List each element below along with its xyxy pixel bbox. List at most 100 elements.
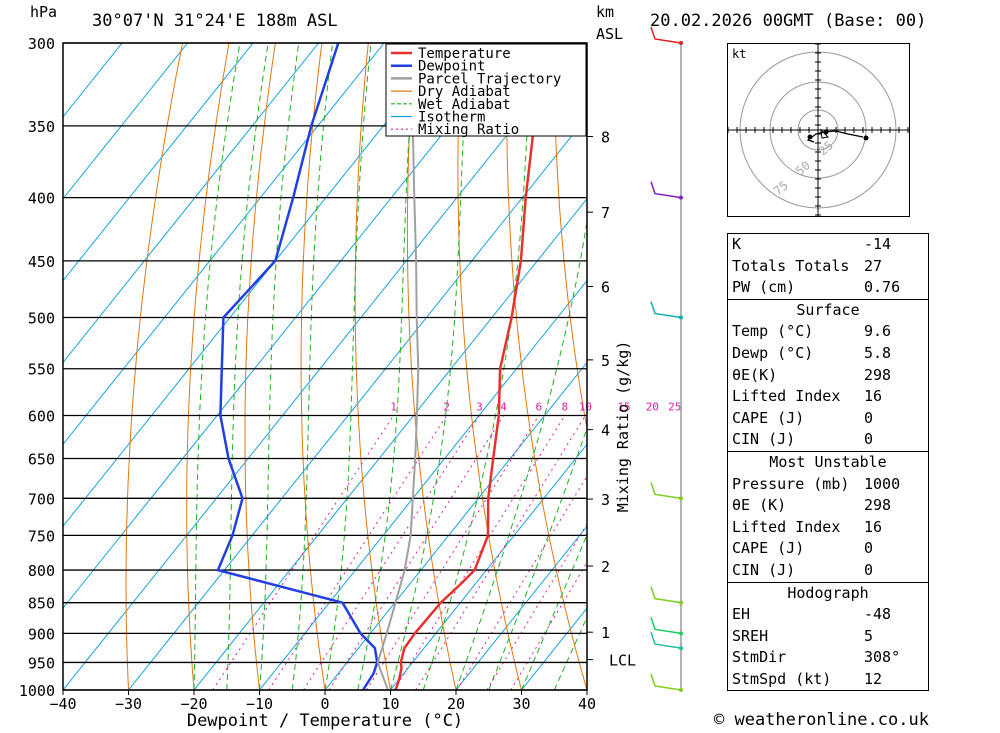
pressure-label: 600 bbox=[28, 407, 55, 425]
dry-adiabat-line bbox=[553, 43, 587, 432]
isotherm-line bbox=[63, 43, 254, 282]
height-label: 5 bbox=[601, 352, 610, 370]
wind-barb-icon bbox=[650, 181, 682, 199]
pressure-label: 450 bbox=[28, 253, 55, 271]
hodo-ring-label-75: 75 bbox=[771, 178, 791, 198]
wet-adiabat-line bbox=[553, 615, 587, 690]
mixing-ratio-line bbox=[328, 415, 505, 690]
isotherm-line bbox=[324, 361, 587, 690]
wind-barb-icon bbox=[650, 617, 682, 635]
pressure-label: 1000 bbox=[19, 682, 55, 700]
index-row: Totals Totals 27 bbox=[732, 256, 883, 275]
dry-adiabat-line bbox=[125, 43, 184, 690]
index-row: PW (cm) 0.76 bbox=[732, 278, 901, 297]
profile-lines bbox=[216, 43, 553, 690]
wind-staff bbox=[650, 26, 683, 692]
mixing-ratio-label: 15 bbox=[617, 400, 630, 413]
height-label: LCL bbox=[609, 652, 636, 670]
index-row: CAPE (J) 0 bbox=[732, 408, 874, 427]
section-title: Hodograph bbox=[787, 583, 869, 602]
isotherm-line bbox=[390, 443, 587, 690]
mixing-ratio-line bbox=[510, 561, 587, 690]
isotherm-line bbox=[63, 43, 319, 364]
parcel-trajectory-line bbox=[376, 43, 420, 690]
legend-label: Dry Adiabat bbox=[418, 84, 511, 100]
mixing-ratio-line bbox=[365, 415, 540, 690]
pressure-label: 750 bbox=[28, 527, 55, 545]
index-row: CAPE (J) 0 bbox=[732, 539, 874, 558]
pressure-unit: hPa bbox=[30, 3, 58, 21]
dry-adiabat-line bbox=[926, 43, 1000, 690]
legend-label: Temperature bbox=[418, 46, 511, 62]
pressure-label: 350 bbox=[28, 118, 55, 136]
mixing-ratio-label: 3 bbox=[476, 400, 483, 413]
index-row: StmSpd (kt) 12 bbox=[732, 669, 883, 688]
x-tick-label: −20 bbox=[180, 695, 207, 713]
legend-label: Parcel Trajectory bbox=[418, 71, 561, 87]
height-label: 2 bbox=[601, 558, 610, 576]
x-axis-label: Dewpoint / Temperature (°C) bbox=[187, 711, 463, 731]
pressure-label: 850 bbox=[28, 595, 55, 613]
dry-adiabat-line bbox=[972, 43, 1000, 690]
indices-panel: K -14 Totals Totals 27 PW (cm) 0.76 Surface… bbox=[727, 233, 929, 692]
index-row: EH -48 bbox=[732, 605, 892, 624]
index-row: Lifted Index 16 bbox=[732, 387, 883, 406]
mixing-ratio-label: 1 bbox=[390, 400, 397, 413]
dewpoint-line bbox=[216, 43, 379, 690]
height-axis: 8 7 6 5 4 3 2 1 LCL bbox=[587, 128, 636, 670]
wind-barb-icon bbox=[650, 673, 682, 691]
index-row: Temp (°C) 9.6 bbox=[732, 322, 892, 341]
mixing-ratio-axis-label: Mixing Ratio (g/kg) bbox=[614, 341, 632, 513]
pressure-label: 550 bbox=[28, 361, 55, 379]
pressure-label: 650 bbox=[28, 451, 55, 469]
isotherm-line bbox=[63, 43, 516, 609]
height-label: 4 bbox=[601, 422, 610, 440]
mixing-ratio-label: 20 bbox=[646, 400, 659, 413]
pressure-label: 400 bbox=[28, 190, 55, 208]
pressure-label: 300 bbox=[28, 35, 55, 53]
plot-frame bbox=[62, 42, 588, 691]
section-title: Surface bbox=[796, 300, 860, 319]
index-row: CIN (J) 0 bbox=[732, 430, 874, 449]
wind-barb-icon bbox=[650, 26, 682, 44]
isotherm-line bbox=[63, 43, 123, 118]
isotherm-line bbox=[128, 116, 587, 690]
copyright: © weatheronline.co.uk bbox=[714, 710, 929, 730]
wet-adiabat-line bbox=[422, 43, 532, 690]
storm-motion-marker bbox=[820, 128, 830, 139]
wind-barb-icon bbox=[650, 631, 682, 649]
indices-hodograph: Hodograph EH -48 SREH 5 StmDir 308° StmSpd … bbox=[728, 581, 928, 691]
hodo-point bbox=[807, 134, 813, 140]
index-row: θE (K) 298 bbox=[732, 496, 892, 515]
height-label: 6 bbox=[601, 279, 610, 297]
indices-most-unstable: Most Unstable Pressure (mb) 1000 θE (K) 29… bbox=[728, 450, 928, 582]
hodo-ring-label-25: 25 bbox=[816, 138, 836, 158]
x-tick-label: 20 bbox=[447, 695, 465, 713]
mixing-ratio-label: 8 bbox=[561, 400, 568, 413]
x-tick-label: 40 bbox=[578, 695, 596, 713]
isotherm-line bbox=[63, 43, 188, 200]
index-row: StmDir 308° bbox=[732, 648, 901, 667]
mixing-ratio-label: 25 bbox=[668, 400, 681, 413]
wet-adiabat-line bbox=[193, 43, 241, 690]
km-unit: km bbox=[596, 3, 615, 21]
hodograph-plot: kt 25 50 75 bbox=[727, 43, 909, 216]
index-row: θE(K) 298 bbox=[732, 365, 892, 384]
isotherm-line bbox=[259, 279, 587, 690]
legend-label: Dewpoint bbox=[418, 59, 485, 75]
index-row: Lifted Index 16 bbox=[732, 517, 883, 536]
wind-barb-icon bbox=[650, 482, 682, 500]
mixing-ratio-line bbox=[268, 415, 448, 690]
section-title: Most Unstable bbox=[769, 452, 887, 471]
isotherm-line bbox=[455, 525, 587, 690]
mixing-ratio-label: 10 bbox=[579, 400, 592, 413]
pressure-label: 950 bbox=[28, 654, 55, 672]
indices-surface: Surface Temp (°C) 9.6 Dewp (°C) 5.8 θE(K) 2… bbox=[728, 298, 928, 451]
pressure-label: 500 bbox=[28, 310, 55, 328]
indices-general: K -14 Totals Totals 27 PW (cm) 0.76 bbox=[728, 234, 928, 299]
legend-label: Mixing Ratio bbox=[418, 122, 519, 138]
index-row: SREH 5 bbox=[732, 626, 874, 645]
index-row: Pressure (mb) 1000 bbox=[732, 474, 901, 493]
mixing-ratio-label: 6 bbox=[536, 400, 543, 413]
